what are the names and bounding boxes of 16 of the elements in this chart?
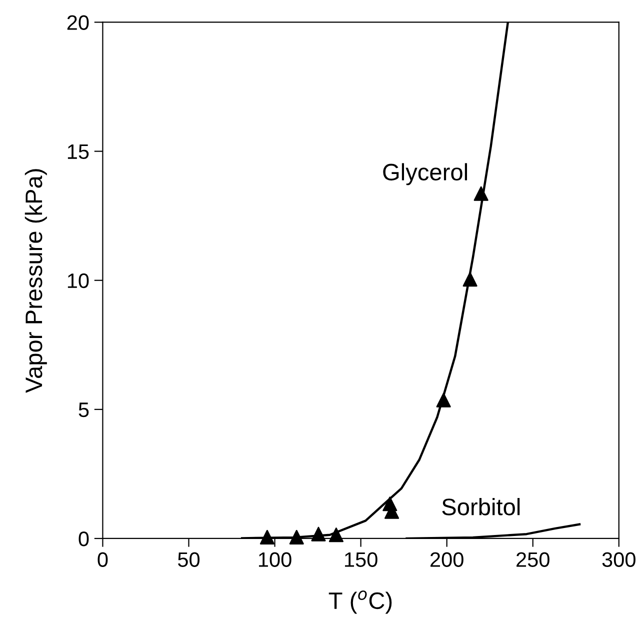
y-tick-label: 5: [78, 402, 89, 418]
x-tick-label: 100: [258, 552, 292, 567]
x-tick-label: 0: [98, 552, 108, 567]
x-tick-label: 250: [516, 552, 550, 567]
x-tick-label: 50: [178, 552, 200, 567]
y-tick-label: 10: [68, 273, 89, 288]
y-axis-title: Vapor Pressure (kPa): [24, 169, 47, 393]
y-tick-label: 20: [67, 15, 89, 30]
series-label: Glycerol: [383, 163, 467, 186]
series-label: Sorbitol: [442, 498, 520, 516]
y-tick-label: 15: [68, 144, 89, 160]
x-tick-label: 200: [430, 552, 464, 567]
x-axis-title: T ($^{o}$C): [328, 590, 392, 614]
x-tick-label: 150: [345, 552, 378, 567]
y-tick-label: 0: [78, 531, 89, 546]
x-tick-label: 300: [602, 552, 636, 567]
